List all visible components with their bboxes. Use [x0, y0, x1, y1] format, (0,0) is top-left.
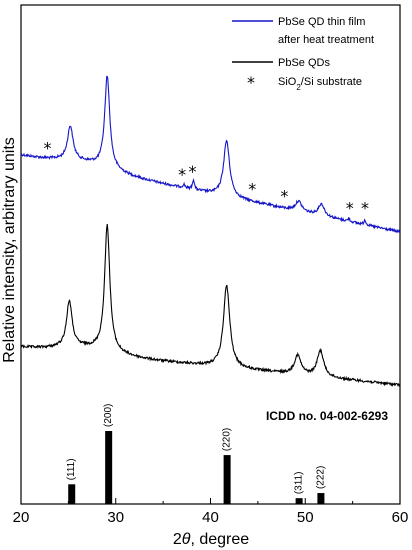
substrate-marker: *	[178, 165, 186, 184]
reference-bar-label: (220)	[222, 428, 233, 451]
x-tick-label: 20	[13, 509, 30, 526]
reference-bar-label: (200)	[103, 404, 114, 427]
y-axis-title: Relative intensity, arbitrary units	[1, 137, 18, 363]
substrate-marker: *	[44, 138, 52, 157]
series-layer	[20, 75, 401, 388]
x-axis-ticks: 20 30 40 50 60	[13, 498, 409, 526]
reference-bar	[105, 431, 113, 504]
legend-label-qds: PbSe QDs	[278, 57, 330, 69]
legend-marker-substrate: *	[247, 73, 255, 92]
x-tick-label: 50	[297, 509, 314, 526]
series-line-0	[20, 75, 401, 234]
x-tick-label: 30	[107, 509, 124, 526]
reference-pattern: (111) (200) (220) (311) (222)	[66, 404, 326, 504]
legend-label-thin-film-line2: after heat treatment	[278, 34, 374, 46]
reference-bar	[68, 484, 76, 504]
substrate-marker: *	[248, 180, 256, 199]
reference-card-label: ICDD no. 04-002-6293	[266, 409, 388, 423]
series-line-1	[20, 223, 401, 388]
legend: PbSe QD thin film after heat treatment P…	[232, 16, 374, 92]
legend-label-substrate: SiO2/Si substrate	[278, 76, 362, 92]
substrate-marker: *	[346, 199, 354, 218]
x-axis-title: 2θ, degree	[173, 531, 249, 548]
x-tick-label: 40	[202, 509, 219, 526]
legend-label-thin-film-line1: PbSe QD thin film	[278, 16, 365, 28]
x-tick-label: 60	[392, 509, 409, 526]
substrate-marker: *	[361, 199, 369, 218]
reference-bar	[295, 498, 303, 504]
substrate-markers: ** ** ** *	[44, 138, 369, 217]
substrate-marker: *	[188, 162, 196, 181]
reference-bar-label: (111)	[66, 458, 77, 480]
reference-bar	[317, 493, 325, 504]
reference-bar-label: (222)	[315, 466, 326, 489]
substrate-marker: *	[280, 186, 288, 205]
reference-bar-label: (311)	[294, 472, 305, 495]
reference-bar	[223, 455, 231, 504]
